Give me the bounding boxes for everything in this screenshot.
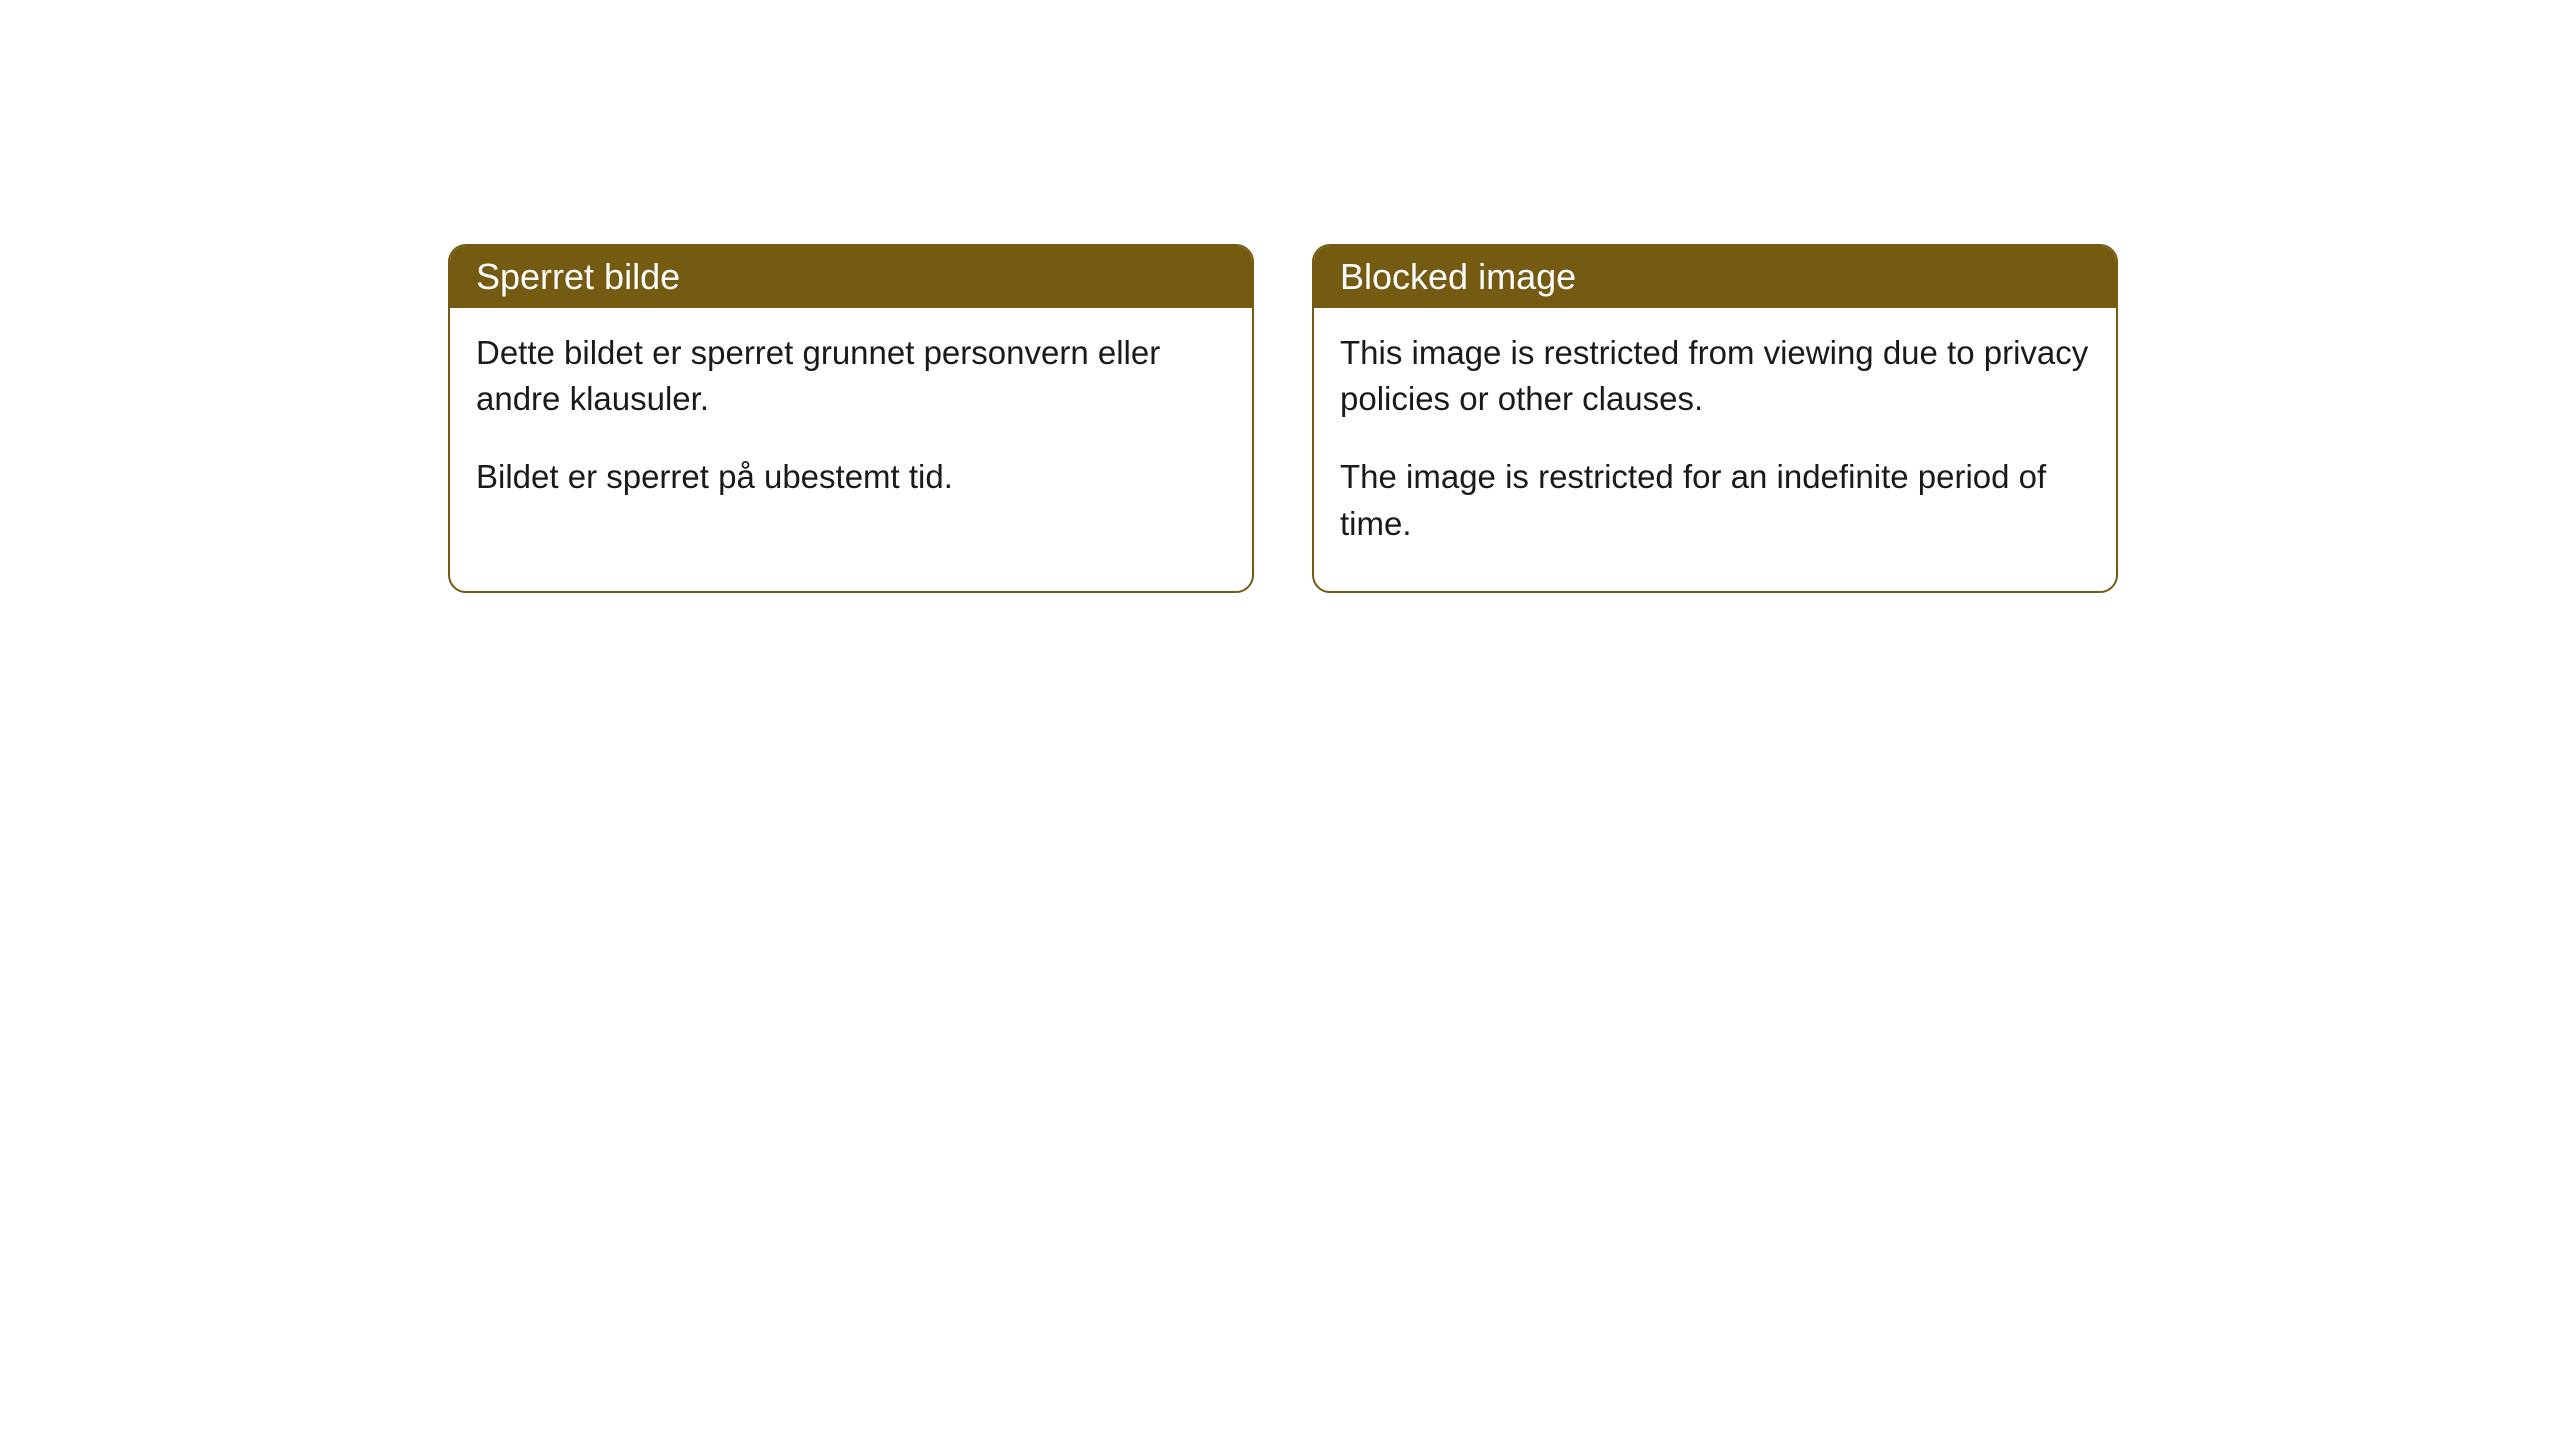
card-paragraph2-en: The image is restricted for an indefinit… xyxy=(1340,454,2090,546)
card-title-en: Blocked image xyxy=(1340,256,1576,297)
card-paragraph1-en: This image is restricted from viewing du… xyxy=(1340,330,2090,422)
card-body-en: This image is restricted from viewing du… xyxy=(1314,308,2116,591)
card-header-en: Blocked image xyxy=(1314,246,2116,308)
card-header-no: Sperret bilde xyxy=(450,246,1252,308)
cards-container: Sperret bilde Dette bildet er sperret gr… xyxy=(448,244,2118,593)
card-title-no: Sperret bilde xyxy=(476,256,680,297)
card-paragraph1-no: Dette bildet er sperret grunnet personve… xyxy=(476,330,1226,422)
blocked-image-card-en: Blocked image This image is restricted f… xyxy=(1312,244,2118,593)
blocked-image-card-no: Sperret bilde Dette bildet er sperret gr… xyxy=(448,244,1254,593)
card-paragraph2-no: Bildet er sperret på ubestemt tid. xyxy=(476,454,1226,500)
card-body-no: Dette bildet er sperret grunnet personve… xyxy=(450,308,1252,545)
